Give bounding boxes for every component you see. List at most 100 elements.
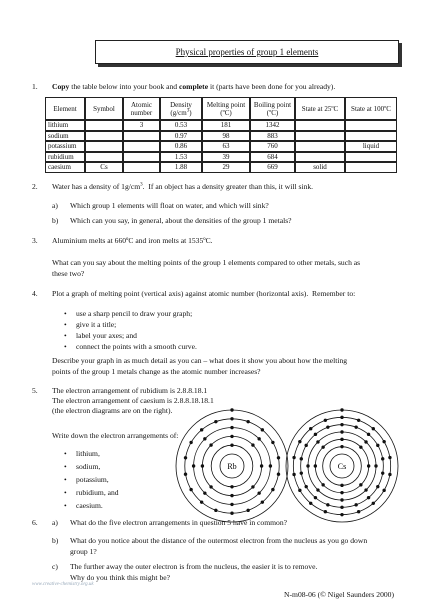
- table-cell: 1.88: [160, 162, 202, 173]
- electron: [354, 425, 358, 429]
- electron: [382, 488, 386, 493]
- electron: [306, 464, 310, 468]
- table-cell: 98: [202, 130, 250, 141]
- bullet: •: [64, 475, 67, 484]
- electron: [321, 483, 325, 487]
- table-cell: [85, 120, 123, 131]
- bullet-text: potassium,: [76, 475, 109, 484]
- table-cell: liquid: [345, 141, 397, 152]
- electron: [356, 510, 361, 514]
- question-text: Copy the table below into your book and …: [52, 82, 335, 91]
- table-header: Element: [45, 97, 85, 120]
- electron: [257, 437, 261, 441]
- table-cell: [345, 151, 397, 162]
- table-header: State at 25ºC: [295, 97, 345, 120]
- bullet: •: [64, 501, 67, 510]
- table-cell: 1342: [250, 120, 295, 131]
- question-text: Plot a graph of melting point (vertical …: [52, 289, 356, 298]
- text-part: . If an object has a density greater tha…: [142, 182, 314, 191]
- table-header: Boiling point (ºC): [250, 97, 295, 120]
- electron: [304, 484, 308, 489]
- text-part: the table below into your book and: [69, 82, 179, 91]
- sub-text: The further away the outer electron is f…: [70, 562, 318, 571]
- electron: [230, 502, 234, 507]
- text-part: Density (g/cm: [170, 100, 192, 117]
- bullet: •: [64, 449, 67, 458]
- electron: [251, 485, 255, 489]
- text-part: it (parts have been done for you already…: [208, 82, 336, 91]
- question-text: Aluminium melts at 660ºC and iron melts …: [52, 236, 213, 245]
- table-cell: [295, 141, 345, 152]
- electron: [388, 455, 392, 460]
- text-part: Water has a density of 1g/cm: [52, 182, 141, 191]
- electron: [260, 500, 265, 504]
- electron: [183, 472, 188, 476]
- table-cell: sodium: [45, 130, 85, 141]
- electron: [299, 457, 303, 461]
- sub-label: b): [52, 536, 59, 545]
- table-cell: [345, 120, 397, 131]
- superscript: 3: [140, 182, 143, 188]
- electron: [259, 464, 264, 468]
- table-header: Melting point (ºC): [202, 97, 250, 120]
- bullet-text: rubidium, and: [76, 488, 119, 497]
- electron: [388, 472, 392, 477]
- bullet: •: [64, 331, 67, 340]
- nucleus-symbol: Cs: [338, 462, 346, 471]
- electron: [292, 472, 296, 477]
- table-cell: lithium: [45, 120, 85, 131]
- electron: [382, 439, 386, 444]
- electron: [298, 488, 302, 493]
- question-text: (the electron diagrams are on the right)…: [52, 406, 173, 415]
- sub-text: What do you notice about the distance of…: [70, 536, 368, 545]
- electron: [276, 456, 281, 460]
- sub-label: c): [52, 562, 58, 571]
- bullet-text: use a sharp pencil to draw your graph;: [76, 309, 193, 318]
- electron: [230, 493, 234, 498]
- table-cell: [345, 130, 397, 141]
- electron: [340, 490, 344, 495]
- question-number: 3.: [32, 236, 38, 245]
- electron: [374, 464, 378, 468]
- sub-text: Why do you think this might be?: [70, 572, 170, 582]
- text-part: The electron arrangement of caesium is: [52, 396, 174, 405]
- title: Physical properties of group 1 elements: [95, 40, 399, 64]
- sub-text: group 1?: [70, 546, 97, 556]
- question-number: 6.: [32, 518, 38, 527]
- question-number: 4.: [32, 289, 38, 298]
- bullet-text: give it a title;: [76, 320, 117, 329]
- table-cell: [85, 130, 123, 141]
- electron: [203, 491, 207, 495]
- sub-text: Which can you say, in general, about the…: [70, 216, 292, 225]
- electron: [230, 417, 234, 421]
- electron: [371, 427, 375, 431]
- table-cell: 29: [202, 162, 250, 173]
- nucleus: [329, 453, 355, 479]
- table-header: Symbol: [85, 97, 123, 120]
- bullet-text: sodium,: [76, 462, 101, 471]
- text-part: The electron arrangement of rubidium is: [52, 386, 177, 395]
- electron: [309, 501, 313, 505]
- table-cell: 181: [202, 120, 250, 131]
- table-cell: [85, 151, 123, 162]
- electron: [323, 510, 328, 514]
- question-number: 5.: [32, 386, 38, 395]
- table-cell: [345, 162, 397, 173]
- electron: [304, 443, 308, 448]
- electron: [356, 418, 361, 422]
- table-cell: [123, 130, 160, 141]
- superscript: 3: [186, 108, 190, 114]
- electron: [183, 456, 188, 460]
- question-text: The electron arrangement of rubidium is …: [52, 386, 207, 395]
- bullet: •: [64, 342, 67, 351]
- question-text: Describe your graph in as much detail as…: [52, 356, 348, 365]
- table-header: Atomic number: [123, 97, 160, 120]
- table-cell: 883: [250, 130, 295, 141]
- electron: [189, 487, 193, 492]
- sub-label: b): [52, 216, 59, 225]
- electron: [340, 422, 344, 427]
- nucleus-symbol: Rb: [227, 462, 236, 471]
- question-text: these two?: [52, 268, 85, 278]
- electron: [340, 408, 344, 412]
- electron: [340, 505, 344, 510]
